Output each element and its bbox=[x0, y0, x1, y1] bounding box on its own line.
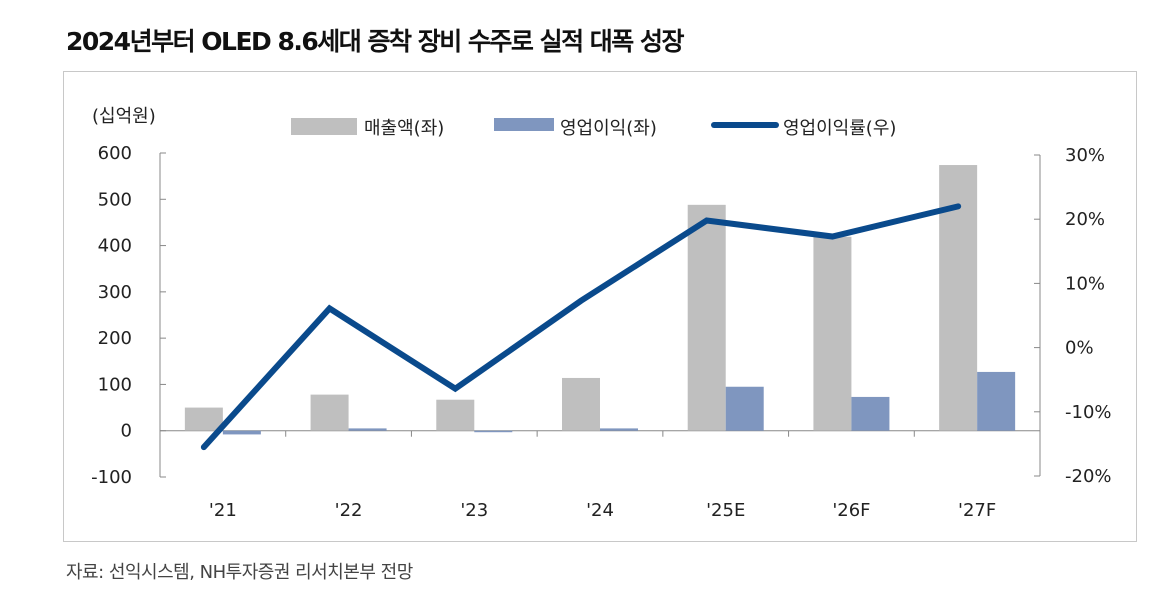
legend-swatch-revenue bbox=[291, 118, 357, 135]
category-label: '27F bbox=[958, 500, 996, 521]
left-tick-label: 300 bbox=[98, 282, 132, 303]
category-label: '22 bbox=[335, 500, 363, 521]
left-tick-label: 600 bbox=[98, 143, 132, 164]
right-tick-label: 30% bbox=[1065, 145, 1105, 166]
operating-profit-bar bbox=[600, 428, 638, 431]
y-axis-unit-label: (십억원) bbox=[92, 106, 156, 127]
legend-label-operating-margin: 영업이익률(우) bbox=[783, 118, 896, 139]
left-tick-label: 500 bbox=[98, 189, 132, 210]
revenue-bar bbox=[562, 377, 600, 431]
revenue-bar bbox=[184, 407, 223, 431]
category-label: '21 bbox=[209, 500, 237, 521]
legend-label-revenue: 매출액(좌) bbox=[364, 118, 444, 139]
chart-frame bbox=[63, 71, 1137, 542]
left-tick-label: 0 bbox=[121, 421, 132, 442]
operating-profit-bar bbox=[725, 386, 764, 431]
category-label: '23 bbox=[460, 500, 488, 521]
right-tick-label: -10% bbox=[1065, 402, 1112, 423]
left-tick-label: 200 bbox=[98, 328, 132, 349]
right-tick-label: 20% bbox=[1065, 209, 1105, 230]
chart-title: 2024년부터 OLED 8.6세대 증착 장비 수주로 실적 대폭 성장 bbox=[66, 27, 685, 56]
category-label: '26F bbox=[832, 500, 870, 521]
revenue-bar bbox=[436, 399, 475, 431]
right-tick-label: 0% bbox=[1065, 338, 1094, 359]
right-tick-label: -20% bbox=[1065, 466, 1112, 487]
category-label: '25E bbox=[706, 500, 745, 521]
left-tick-label: -100 bbox=[91, 467, 132, 488]
operating-profit-bar bbox=[348, 428, 387, 431]
left-tick-label: 400 bbox=[98, 236, 132, 257]
right-tick-label: 10% bbox=[1065, 273, 1105, 294]
revenue-bar bbox=[310, 394, 349, 431]
operating-profit-bar bbox=[222, 430, 261, 435]
revenue-bar bbox=[813, 236, 852, 431]
legend-swatch-operating-profit bbox=[494, 118, 554, 131]
operating-profit-bar bbox=[474, 430, 513, 433]
operating-profit-bar bbox=[977, 371, 1016, 431]
revenue-bar bbox=[687, 204, 726, 431]
category-label: '24 bbox=[586, 500, 614, 521]
left-tick-label: 100 bbox=[98, 374, 132, 395]
legend-label-operating-profit: 영업이익(좌) bbox=[560, 118, 657, 139]
operating-profit-bar bbox=[851, 396, 890, 431]
source-note: 자료: 선익시스템, NH투자증권 리서치본부 전망 bbox=[66, 562, 413, 583]
